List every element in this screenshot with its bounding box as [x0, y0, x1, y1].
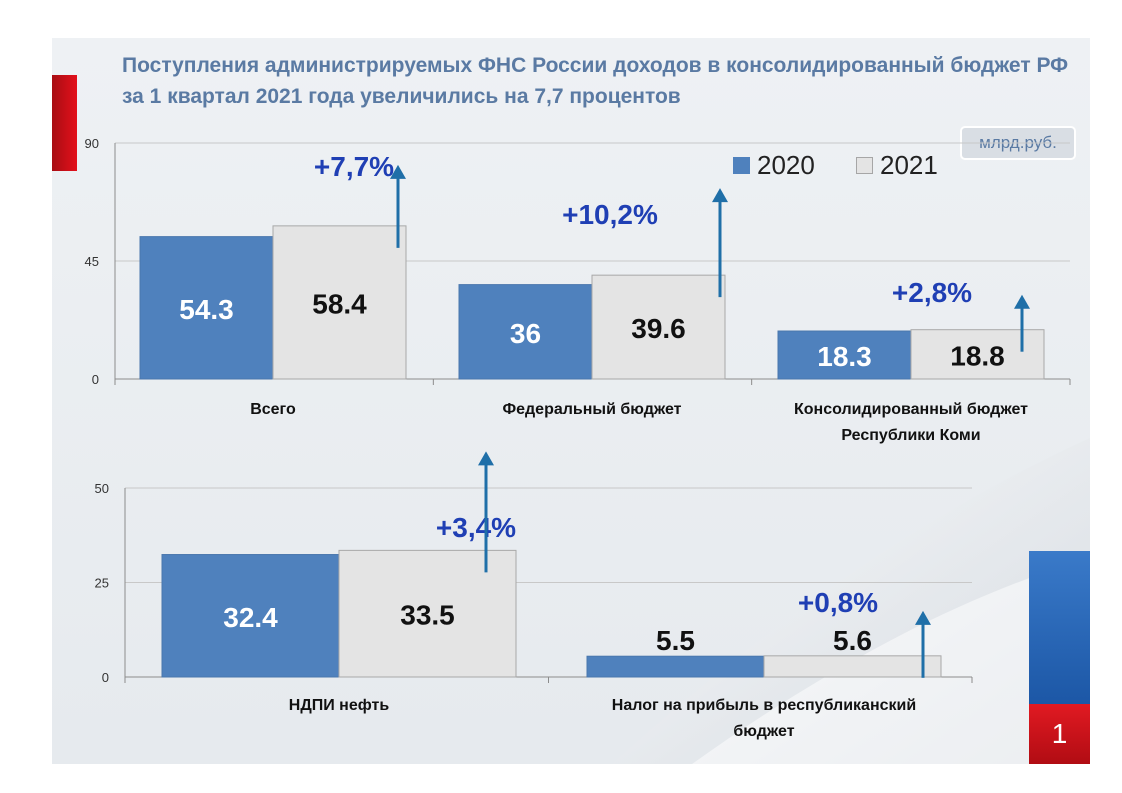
red-accent-block: [1029, 704, 1090, 764]
chart1-growth-arrow-head: [390, 164, 406, 179]
chart1-category-label: Федеральный бюджет: [502, 401, 681, 418]
chart2-y-tick-label: 50: [95, 481, 109, 496]
chart2-y-tick-label: 0: [102, 670, 109, 685]
chart2-growth-label: +0,8%: [798, 587, 878, 618]
chart1-data-label-2020: 36: [510, 318, 541, 349]
chart1-bar-2021: [272, 225, 407, 380]
chart2-growth-label: +3,4%: [436, 512, 516, 543]
chart2-category-label: бюджет: [733, 723, 794, 740]
chart1-growth-label: +7,7%: [314, 151, 394, 182]
chart1-growth-label: +2,8%: [892, 277, 972, 308]
chart2-bar-2021: [763, 655, 942, 678]
chart1-growth-arrow-head: [712, 188, 728, 203]
chart1-y-tick-label: 0: [92, 372, 99, 387]
chart2-growth-arrow-head: [478, 451, 494, 466]
chart1-growth-label: +10,2%: [562, 199, 658, 230]
legend-swatch-2020: [733, 157, 750, 174]
chart2-data-label-2020: 5.5: [656, 625, 695, 656]
chart1-category-label: Республики Коми: [841, 427, 980, 444]
chart1-category-label: Всего: [250, 401, 296, 418]
chart1-bar-2020: [139, 236, 274, 380]
chart1-data-label-2020: 54.3: [179, 294, 234, 325]
chart2-category-label: Налог на прибыль в республиканский: [612, 697, 916, 714]
blue-accent-block: [1029, 551, 1090, 704]
chart2-data-label-2021: 33.5: [400, 600, 455, 631]
chart2-bar-2020: [586, 655, 765, 678]
chart1-y-tick-label: 45: [85, 254, 99, 269]
slide-title: Поступления администрируемых ФНС России …: [122, 54, 1069, 108]
chart1-bar-2021: [591, 274, 726, 380]
chart2-y-tick-label: 25: [95, 576, 109, 591]
chart2-category-label: НДПИ нефть: [289, 697, 390, 714]
red-accent-bar: [52, 75, 77, 171]
chart1-category-label: Консолидированный бюджет: [794, 401, 1028, 418]
legend-swatch-2021: [856, 157, 873, 174]
chart1-data-label-2021: 58.4: [312, 288, 367, 319]
chart2-data-label-2020: 32.4: [223, 602, 278, 633]
legend-label-2020: 2020: [757, 150, 815, 180]
legend-label-2021: 2021: [880, 150, 938, 180]
chart1-growth-arrow-head: [1014, 294, 1030, 309]
chart2-data-label-2021: 5.6: [833, 625, 872, 656]
chart1-bar-2020: [458, 284, 593, 380]
chart1-data-label-2021: 18.8: [950, 340, 1005, 371]
chart2-bar-2020: [161, 554, 340, 678]
chart1-y-tick-label: 90: [85, 136, 99, 151]
chart2-growth-arrow-head: [915, 610, 931, 625]
page-number: 1: [1051, 718, 1068, 749]
chart1-data-label-2021: 39.6: [631, 313, 686, 344]
chart1-data-label-2020: 18.3: [817, 341, 872, 372]
